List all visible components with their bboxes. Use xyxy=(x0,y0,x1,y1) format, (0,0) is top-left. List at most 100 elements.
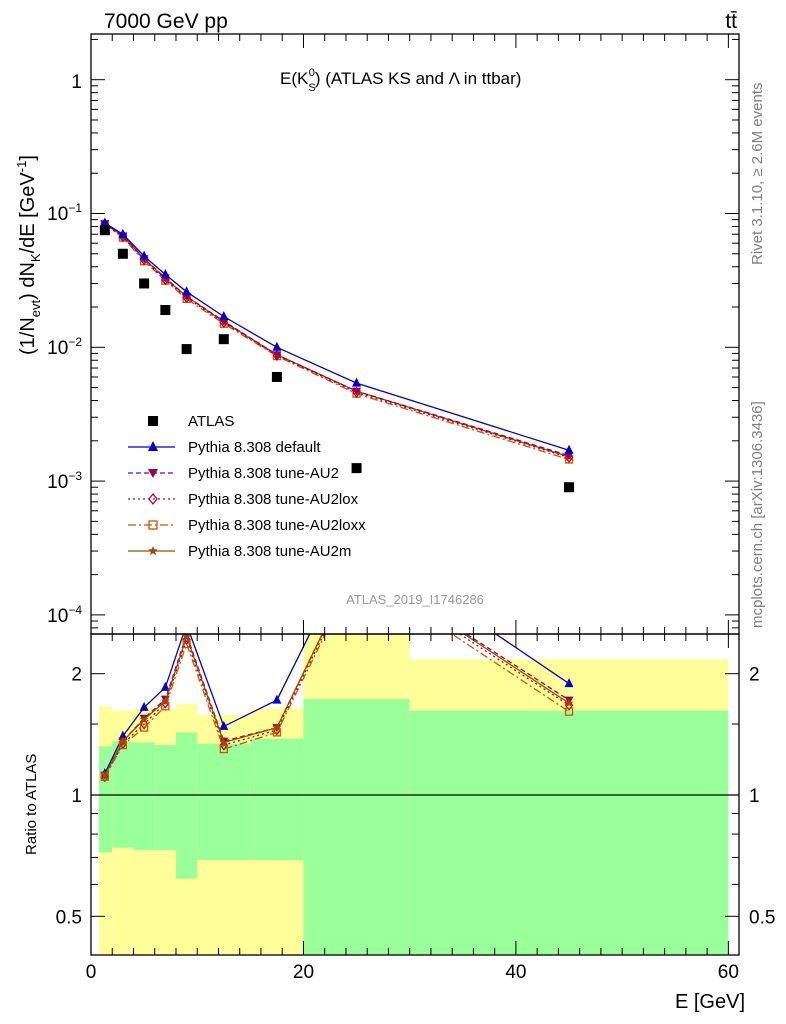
ratio-point xyxy=(118,736,128,745)
series-point xyxy=(160,269,170,279)
legend-marker xyxy=(148,469,158,478)
series-line xyxy=(104,222,570,451)
ratio-point xyxy=(118,730,128,740)
ratio-point xyxy=(272,694,282,704)
ratio-line xyxy=(104,634,570,774)
data-point xyxy=(117,248,128,259)
x-tick-label: 60 xyxy=(718,962,739,983)
legend-label: Pythia 8.308 tune-AU2m xyxy=(188,543,351,560)
series-point xyxy=(564,444,574,454)
series-line xyxy=(104,223,570,459)
series-point xyxy=(139,250,149,260)
data-point xyxy=(564,482,575,493)
energy-label: 7000 GeV pp xyxy=(104,10,228,33)
legend-entry: Pythia 8.308 tune-AU2m xyxy=(128,543,351,560)
legend: ATLAS Pythia 8.308 default Pythia 8.308 tu… xyxy=(128,413,366,560)
series-point xyxy=(272,341,282,351)
legend-marker xyxy=(148,492,158,506)
mcplots-label: mcplots.cern.ch [arXiv:1306.3436] xyxy=(749,401,766,628)
ratio-point xyxy=(352,534,361,543)
ratio-tick-label: 0.5 xyxy=(56,907,82,928)
data-point xyxy=(351,463,362,474)
x-tick-label: 0 xyxy=(86,962,97,983)
ratio-point xyxy=(564,707,574,716)
main-y-label: (1/Nevt) dNK/dE [GeV-1] xyxy=(14,155,43,355)
series-point xyxy=(272,351,282,360)
ratio-point xyxy=(272,723,282,732)
stat-uncertainty-band xyxy=(197,743,251,860)
stat-uncertainty-band xyxy=(175,732,198,879)
legend-marker xyxy=(148,416,158,426)
analysis-watermark: ATLAS_2019_I1746286 xyxy=(346,592,484,607)
legend-label: Pythia 8.308 default xyxy=(188,439,321,456)
ratio-point xyxy=(219,739,229,751)
legend-entry: Pythia 8.308 tune-AU2loxx xyxy=(128,517,366,534)
series-point xyxy=(352,387,362,396)
legend-entry: Pythia 8.308 default xyxy=(128,439,321,456)
legend-marker xyxy=(148,520,158,530)
legend-marker xyxy=(148,441,158,451)
y-tick-label-1: 1 xyxy=(71,72,82,93)
ratio-point xyxy=(182,634,191,646)
series-point xyxy=(352,377,362,387)
ratio-point xyxy=(182,639,191,649)
stat-uncertainty-band xyxy=(154,745,176,851)
y-tick-label-1e-1: 10−1 xyxy=(47,201,82,225)
legend-label: Pythia 8.308 tune-AU2lox xyxy=(188,491,359,508)
process-label: tt̄ xyxy=(725,10,737,33)
main-lines xyxy=(99,217,575,493)
ratio-point xyxy=(182,619,191,628)
y-tick-label-1e-4: 10−4 xyxy=(47,603,82,627)
ratio-point xyxy=(352,560,361,568)
legend-entry: Pythia 8.308 tune-AU2lox xyxy=(128,491,359,508)
data-point xyxy=(139,278,150,289)
legend-marker xyxy=(148,546,158,556)
series-line xyxy=(104,223,570,457)
data-point xyxy=(99,225,110,236)
series-point xyxy=(564,452,574,461)
legend-entry: ATLAS xyxy=(148,413,234,430)
ratio-point xyxy=(219,720,229,730)
stat-uncertainty-band xyxy=(303,699,410,955)
ratio-point xyxy=(353,567,360,574)
ratio-tick-label: 1 xyxy=(749,786,760,807)
series-line xyxy=(104,223,570,461)
ratio-point xyxy=(161,696,170,705)
y-tick-label-1e-2: 10−2 xyxy=(47,335,82,359)
ratio-point xyxy=(353,562,360,571)
ratio-point xyxy=(161,697,170,709)
x-tick-label: 20 xyxy=(293,962,314,983)
y-tick-label-1e-3: 10−3 xyxy=(47,469,82,493)
ratio-point xyxy=(352,559,361,567)
ratio-point xyxy=(219,737,229,747)
legend-entry: Pythia 8.308 tune-AU2 xyxy=(128,465,339,482)
series-point xyxy=(100,217,110,227)
series-point xyxy=(564,451,574,464)
ratio-point xyxy=(139,714,149,724)
series-point xyxy=(219,310,229,320)
ratio-tick-label: 0.5 xyxy=(749,907,775,928)
ratio-y-label: Ratio to ATLAS xyxy=(23,754,40,855)
ratio-point xyxy=(182,634,191,641)
data-point xyxy=(218,334,229,345)
ratio-point xyxy=(564,699,574,711)
ratio-tick-label: 2 xyxy=(71,665,82,686)
series-point xyxy=(182,286,192,296)
ratio-point xyxy=(139,723,149,732)
plot-title: E(KS0) (ATLAS KS and Λ in ttbar) xyxy=(280,67,521,94)
ratio-point xyxy=(100,770,110,779)
stat-uncertainty-band xyxy=(409,710,729,955)
axis-ticks: 0 20 40 60 0.5 0.5 1 1 2 2 xyxy=(56,34,775,983)
series-point xyxy=(118,228,128,238)
rivet-label: Rivet 3.1.10, ≥ 2.6M events xyxy=(749,83,766,266)
stat-uncertainty-band xyxy=(133,742,155,851)
ratio-tick-label: 2 xyxy=(749,665,760,686)
ratio-point xyxy=(139,701,149,711)
x-axis-label: E [GeV] xyxy=(675,991,745,1013)
stat-uncertainty-band xyxy=(250,738,304,860)
ratio-tick-label: 1 xyxy=(71,786,82,807)
ratio-point xyxy=(564,678,574,688)
ratio-lines xyxy=(100,534,574,783)
legend-label: Pythia 8.308 tune-AU2loxx xyxy=(188,517,366,534)
